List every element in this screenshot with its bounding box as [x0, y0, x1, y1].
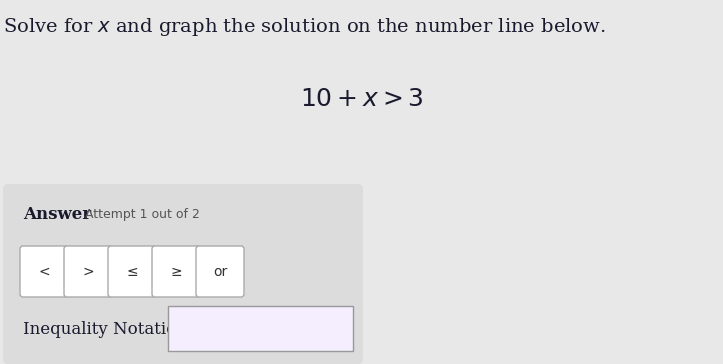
Text: Answer: Answer	[23, 206, 91, 222]
Text: ≥: ≥	[170, 265, 181, 278]
FancyBboxPatch shape	[20, 246, 68, 297]
Text: >: >	[82, 265, 94, 278]
FancyBboxPatch shape	[196, 246, 244, 297]
FancyBboxPatch shape	[152, 246, 200, 297]
FancyBboxPatch shape	[168, 306, 353, 351]
FancyBboxPatch shape	[64, 246, 112, 297]
FancyBboxPatch shape	[3, 184, 363, 364]
Text: Solve for $x$ and graph the solution on the number line below.: Solve for $x$ and graph the solution on …	[3, 16, 606, 38]
Text: <: <	[38, 265, 50, 278]
Text: Attempt 1 out of 2: Attempt 1 out of 2	[85, 207, 200, 221]
Text: $10 + x > 3$: $10 + x > 3$	[299, 87, 424, 111]
Text: Inequality Notation:: Inequality Notation:	[23, 320, 192, 337]
Text: or: or	[213, 265, 227, 278]
FancyBboxPatch shape	[108, 246, 156, 297]
Text: ≤: ≤	[127, 265, 138, 278]
